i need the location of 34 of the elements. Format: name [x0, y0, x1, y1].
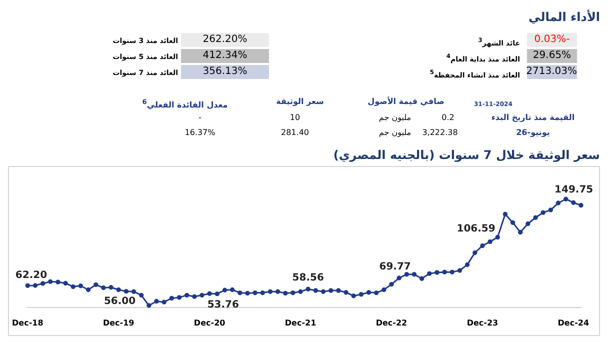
text: يونيو-26 [515, 127, 551, 139]
text: 10 [288, 112, 302, 124]
text: 281.40 [280, 127, 310, 139]
x-tick-label: Dec-21 [284, 318, 317, 328]
text: مليون جم [378, 128, 412, 137]
text: 16.37% [184, 127, 216, 139]
text: الأداء المالي [528, 10, 600, 24]
data-label: 62.20 [15, 270, 48, 282]
text: - [198, 112, 202, 124]
data-label: 53.76 [207, 299, 239, 310]
text: 2713.03% [526, 65, 577, 79]
x-tick-label: Dec-24 [558, 318, 590, 328]
x-tick-label: Dec-20 [194, 318, 226, 328]
text: 0.2 [440, 112, 456, 124]
x-tick-label: Dec-19 [102, 318, 135, 328]
text: 3,222.38 [422, 128, 458, 137]
text: مليون جم [378, 112, 412, 124]
text: صافي قيمة الأصول [366, 96, 446, 108]
text: 29.65% [527, 49, 577, 63]
text: 356.13% [181, 65, 269, 79]
data-label: 56.00 [104, 296, 136, 308]
text: 262.20% [181, 33, 269, 47]
data-label: 69.77 [379, 262, 411, 273]
text: سعر الوثيقة [275, 96, 325, 108]
data-label: 58.56 [292, 272, 324, 284]
text: -0.03% [527, 33, 577, 47]
x-tick-label: Dec-18 [12, 318, 44, 328]
x-tick-label: Dec-23 [466, 318, 498, 328]
x-tick-label: Dec-22 [376, 318, 408, 328]
text: القيمة منذ تاريخ البدء [490, 112, 576, 124]
data-label: 106.59 [456, 223, 496, 234]
data-label: 149.75 [554, 184, 594, 196]
chart-title: سعر الوثيقة خلال 7 سنوات (بالجنيه المصري) [332, 148, 600, 164]
text: 412.34% [181, 49, 269, 63]
